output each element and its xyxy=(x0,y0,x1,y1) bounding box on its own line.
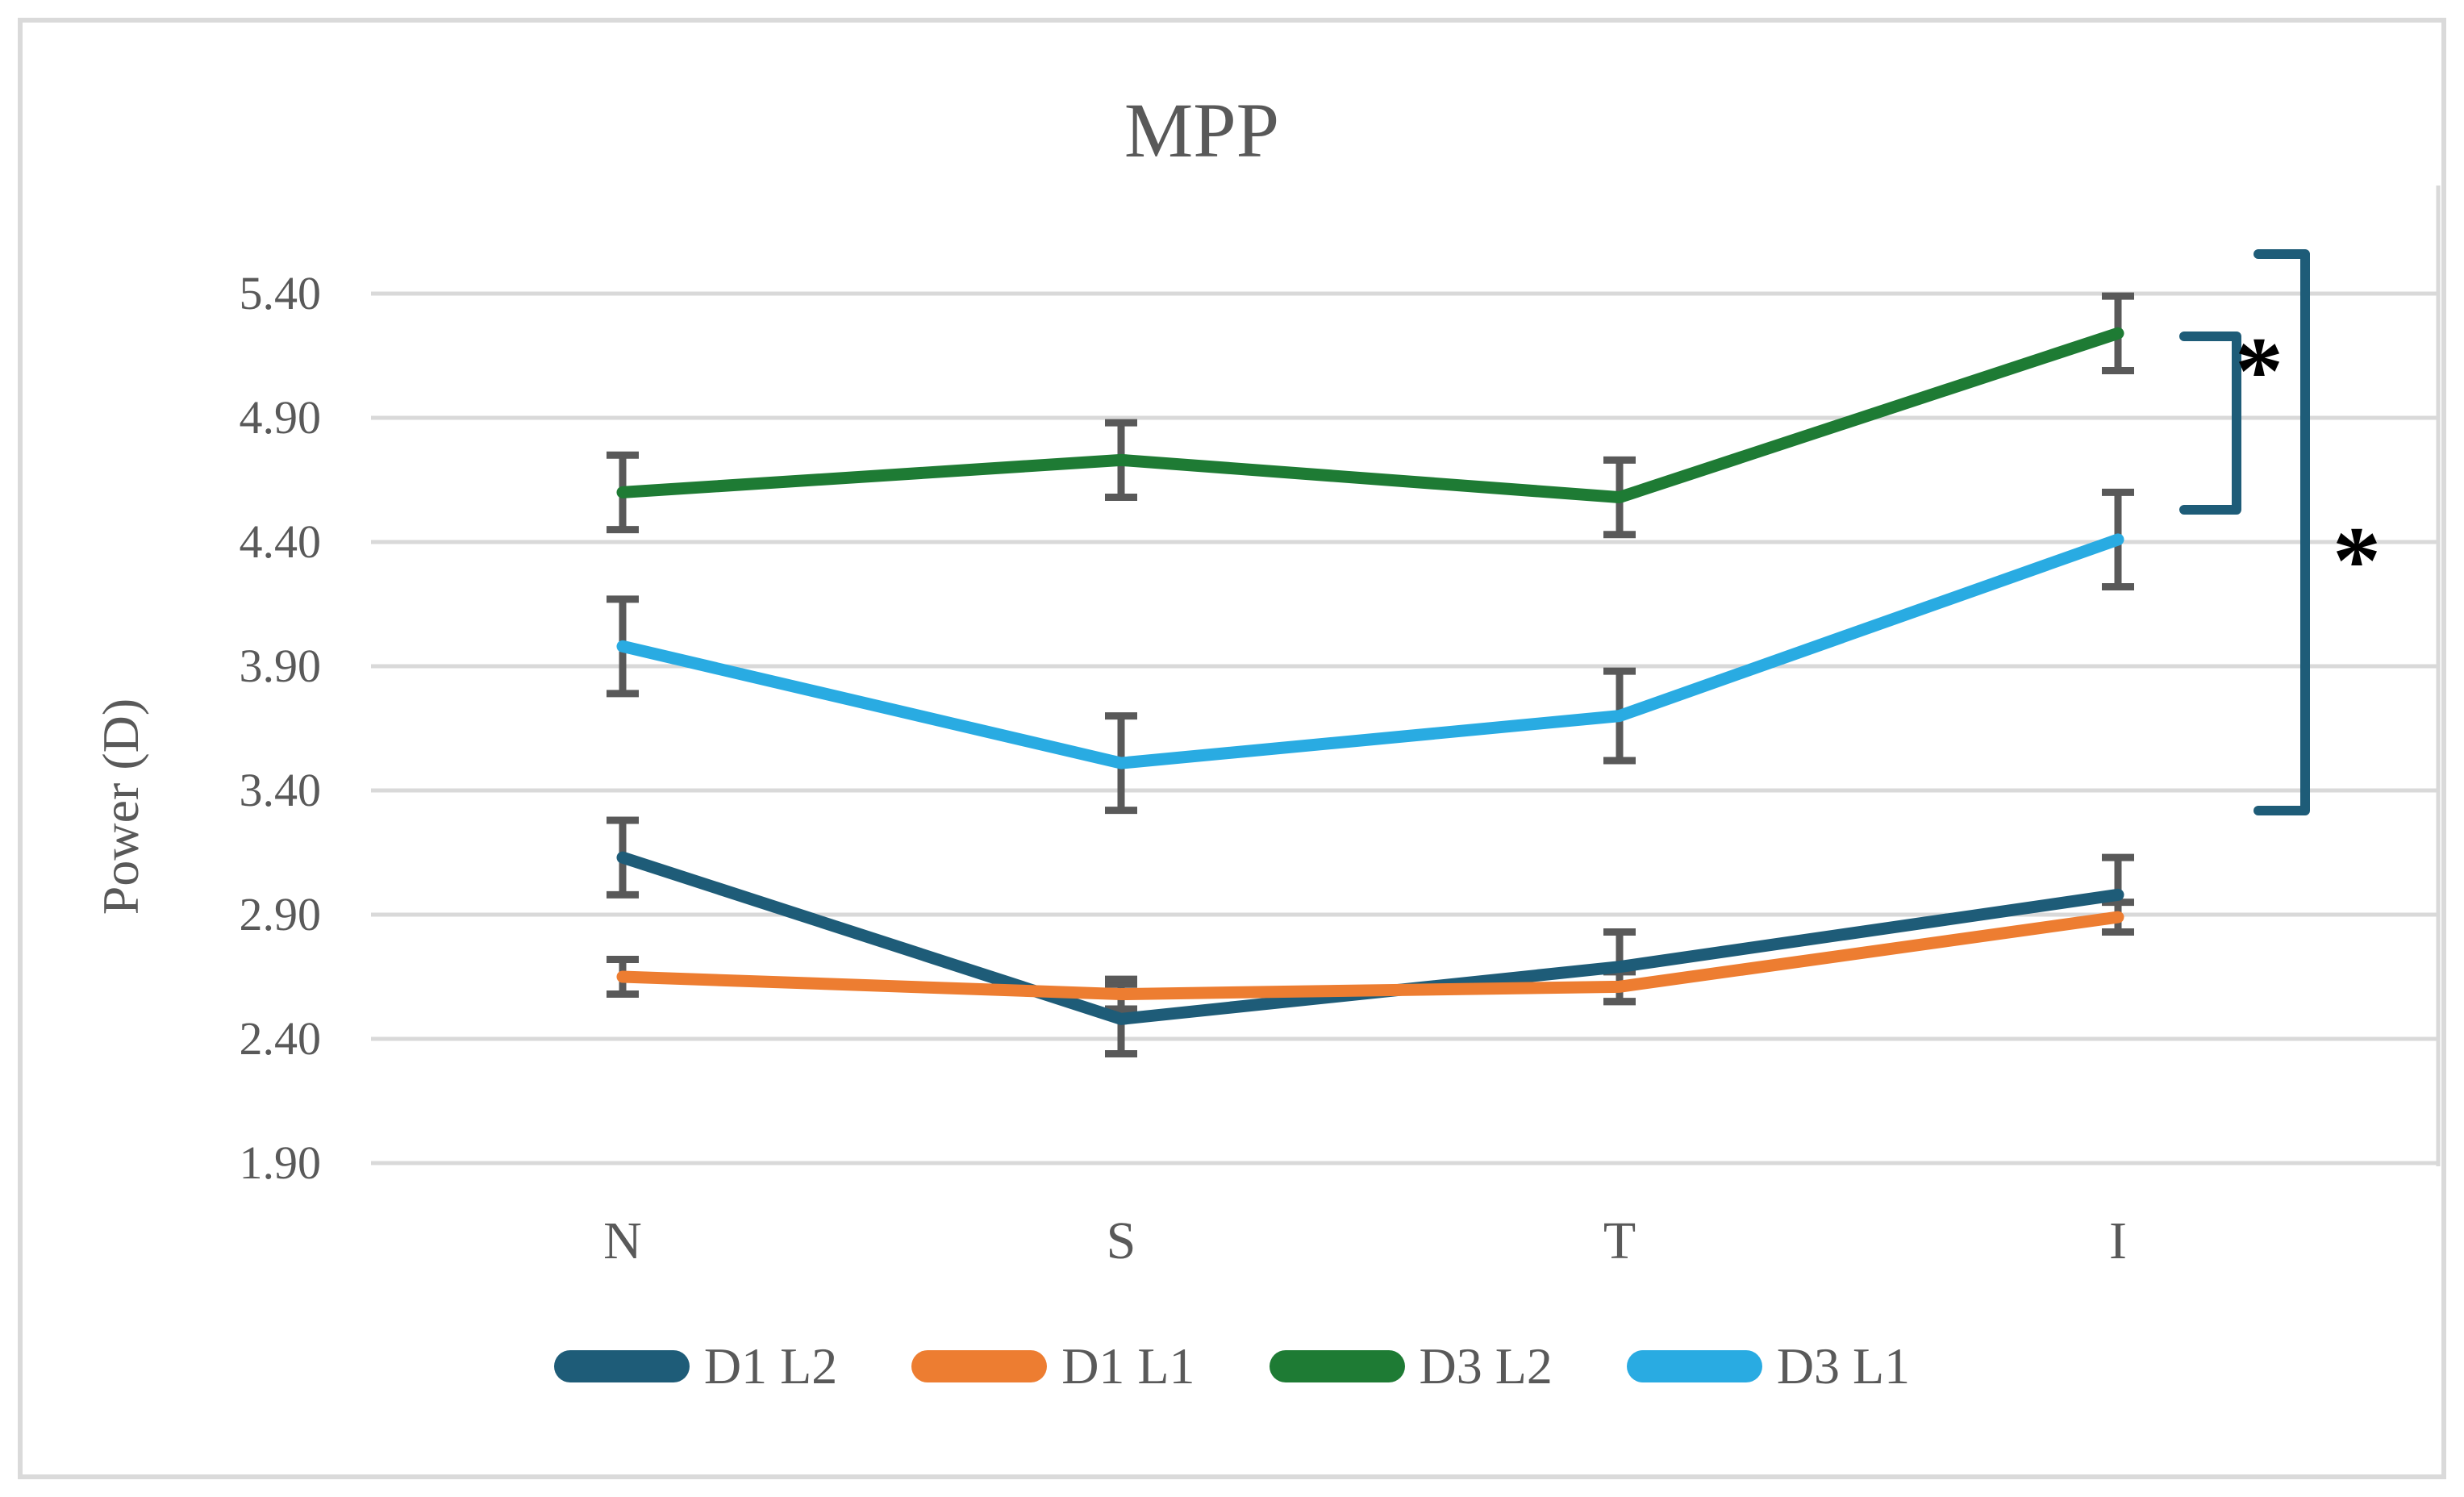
legend-swatch-d1-l1 xyxy=(911,1350,1048,1382)
significance-asterisk: * xyxy=(2235,317,2283,424)
legend: D1 L2 D1 L1 D3 L2 D3 L1 xyxy=(0,1341,2464,1392)
y-tick-label: 4.40 xyxy=(239,515,322,568)
y-tick-label: 2.90 xyxy=(239,888,322,940)
legend-label: D1 L1 xyxy=(1061,1337,1195,1395)
y-tick-label: 4.90 xyxy=(239,391,322,444)
series-line-d1-l1 xyxy=(616,911,2124,1001)
significance-bracket xyxy=(2253,249,2310,815)
legend-item-d3-l2: D3 L2 xyxy=(1269,1337,1553,1395)
y-tick-label: 3.90 xyxy=(239,640,322,692)
legend-item-d1-l2: D1 L2 xyxy=(553,1337,838,1395)
x-category-label-n: N xyxy=(603,1211,642,1270)
legend-swatch-d1-l2 xyxy=(553,1350,690,1382)
chart-title: MPP xyxy=(1124,87,1280,173)
y-tick-label: 3.40 xyxy=(239,764,322,816)
legend-swatch-d3-l1 xyxy=(1626,1350,1762,1382)
legend-label: D3 L2 xyxy=(1419,1337,1553,1395)
y-tick-label: 2.40 xyxy=(239,1012,322,1065)
legend-swatch-d3-l2 xyxy=(1269,1350,1405,1382)
legend-label: D1 L2 xyxy=(703,1337,838,1395)
y-tick-label: 5.40 xyxy=(239,267,322,319)
legend-item-d3-l1: D3 L1 xyxy=(1626,1337,1911,1395)
legend-label: D3 L1 xyxy=(1776,1337,1911,1395)
y-tick-label: 1.90 xyxy=(239,1136,322,1189)
x-category-label-t: T xyxy=(1603,1211,1636,1270)
x-category-label-i: I xyxy=(2109,1211,2127,1270)
series-line-d3-l1 xyxy=(616,533,2124,769)
figure-border xyxy=(18,18,2446,1479)
series-line-d3-l2 xyxy=(616,327,2124,504)
significance-bracket xyxy=(2179,332,2241,515)
significance-asterisk: * xyxy=(2333,507,2381,614)
x-category-label-s: S xyxy=(1106,1211,1136,1270)
legend-item-d1-l1: D1 L1 xyxy=(911,1337,1195,1395)
